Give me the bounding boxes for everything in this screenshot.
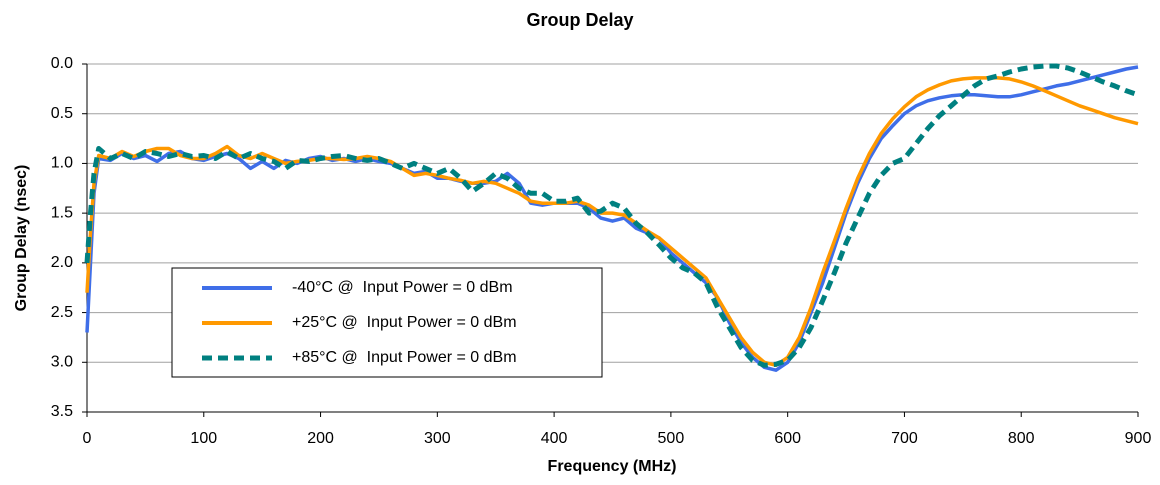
y-axis-title: Group Delay (nsec): [13, 165, 30, 312]
x-tick-label: 800: [1008, 430, 1035, 447]
x-axis-title: Frequency (MHz): [548, 458, 677, 475]
x-tick-label: 900: [1125, 430, 1152, 447]
data-line: [85, 65, 1139, 372]
legend-label: -40°C @ Input Power = 0 dBm: [292, 279, 513, 296]
x-tick-label: 700: [891, 430, 918, 447]
y-tick-label: 2.5: [51, 304, 73, 321]
y-tick-label: 3.5: [51, 403, 73, 420]
y-tick-label: 0.0: [51, 55, 73, 72]
x-tick-label: 200: [307, 430, 334, 447]
y-tick-label: 1.0: [51, 155, 73, 172]
x-tick-label: 100: [190, 430, 217, 447]
x-tick-label: 600: [774, 430, 801, 447]
y-tick-label: 2.0: [51, 254, 73, 271]
data-line: [84, 63, 1139, 368]
y-tick-label: 3.0: [51, 354, 73, 371]
y-tick-label: 0.5: [51, 105, 73, 122]
chart-title: Group Delay: [526, 10, 633, 30]
y-tick-label: 1.5: [51, 204, 73, 221]
x-tick-label: 400: [541, 430, 568, 447]
legend-label: +85°C @ Input Power = 0 dBm: [292, 349, 517, 366]
x-tick-label: 0: [83, 430, 92, 447]
legend-label: +25°C @ Input Power = 0 dBm: [292, 314, 517, 331]
x-tick-label: 300: [424, 430, 451, 447]
x-tick-label: 500: [658, 430, 685, 447]
